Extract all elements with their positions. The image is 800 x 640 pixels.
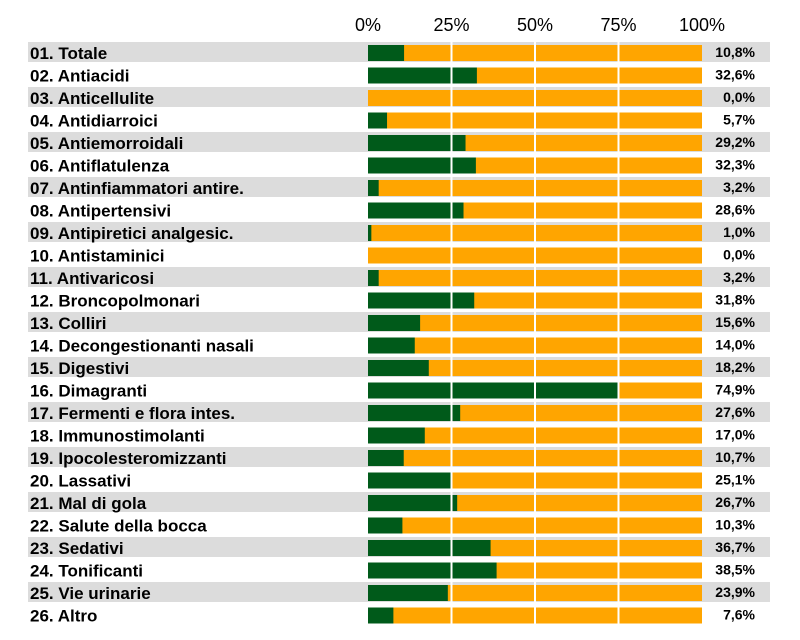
value-label: 29,2% [715, 134, 755, 150]
category-label: 18. Immunostimolanti [30, 427, 205, 446]
bar-share [368, 540, 491, 556]
value-label: 5,7% [723, 112, 755, 128]
category-label: 05. Antiemorroidali [30, 134, 183, 153]
category-label: 22. Salute della bocca [30, 517, 207, 536]
value-label: 18,2% [715, 359, 755, 375]
category-label: 09. Antipiretici analgesic. [30, 224, 233, 243]
bar-share [368, 607, 394, 624]
bar-share [368, 67, 477, 84]
value-label: 1,0% [723, 224, 755, 240]
tick-label: 50% [517, 15, 553, 35]
bar-share [368, 270, 379, 286]
bar-share [368, 157, 476, 174]
category-label: 10. Antistaminici [30, 247, 164, 266]
category-label: 14. Decongestionanti nasali [30, 337, 254, 356]
value-label: 74,9% [715, 382, 755, 398]
category-label: 25. Vie urinarie [30, 584, 151, 603]
tick-label: 25% [433, 15, 469, 35]
bar-share [368, 427, 425, 444]
value-label: 32,3% [715, 157, 755, 173]
category-label: 12. Broncopolmonari [30, 292, 200, 311]
value-label: 28,6% [715, 202, 755, 218]
value-label: 14,0% [715, 337, 755, 353]
bar-share [368, 337, 415, 354]
bar-share [368, 517, 403, 534]
value-label: 17,0% [715, 427, 755, 443]
category-label: 16. Dimagranti [30, 382, 147, 401]
category-label: 24. Tonificanti [30, 562, 143, 581]
labels: 01. Totale 10,8% 02. Antiacidi 32,6% 03. Ant… [30, 44, 756, 626]
value-label: 23,9% [715, 584, 755, 600]
value-label: 10,3% [715, 517, 755, 533]
category-label: 17. Fermenti e flora intes. [30, 404, 235, 423]
tick-label: 75% [600, 15, 636, 35]
bar-share [368, 112, 388, 129]
bar-share [368, 360, 429, 376]
bar-share [368, 495, 458, 511]
category-label: 01. Totale [30, 44, 107, 63]
category-label: 19. Ipocolesteromizzanti [30, 449, 227, 468]
value-label: 31,8% [715, 292, 755, 308]
value-label: 0,0% [723, 89, 755, 105]
category-label: 21. Mal di gola [30, 494, 147, 513]
bar-share [368, 562, 497, 579]
bar-share [368, 292, 475, 309]
category-label: 23. Sedativi [30, 539, 124, 558]
bar-share [368, 45, 405, 61]
bar-share [368, 315, 421, 331]
bar-share [368, 585, 448, 601]
category-label: 04. Antidiarroici [30, 112, 158, 131]
category-label: 26. Altro [30, 607, 97, 626]
category-label: 20. Lassativi [30, 472, 131, 491]
value-label: 15,6% [715, 314, 755, 330]
value-label: 3,2% [723, 269, 755, 285]
value-label: 27,6% [715, 404, 755, 420]
category-label: 06. Antiflatulenza [30, 157, 170, 176]
value-label: 10,7% [715, 449, 755, 465]
category-label: 11. Antivaricosi [30, 269, 154, 288]
tick-label: 100% [679, 15, 725, 35]
bar-share [368, 225, 372, 241]
category-label: 07. Antinfiammatori antire. [30, 179, 244, 198]
value-label: 7,6% [723, 607, 755, 623]
category-label: 13. Colliri [30, 314, 107, 333]
value-label: 38,5% [715, 562, 755, 578]
category-label: 15. Digestivi [30, 359, 129, 378]
bar-share [368, 180, 379, 196]
x-axis-ticks: 0% 25% 50% 75% 100% [355, 15, 725, 35]
category-label: 03. Anticellulite [30, 89, 154, 108]
value-label: 0,0% [723, 247, 755, 263]
bar-share [368, 135, 466, 151]
category-label: 08. Antipertensivi [30, 202, 171, 221]
tick-label: 0% [355, 15, 381, 35]
value-label: 36,7% [715, 539, 755, 555]
bar-share [368, 382, 619, 399]
bar-share [368, 472, 452, 489]
value-label: 32,6% [715, 67, 755, 83]
bar-share [368, 450, 404, 466]
value-label: 3,2% [723, 179, 755, 195]
category-label: 02. Antiacidi [30, 67, 130, 86]
bar-share [368, 202, 464, 219]
value-label: 25,1% [715, 472, 755, 488]
bar-share [368, 405, 461, 421]
value-label: 10,8% [715, 44, 755, 60]
value-label: 26,7% [715, 494, 755, 510]
gridlines [450, 42, 620, 625]
